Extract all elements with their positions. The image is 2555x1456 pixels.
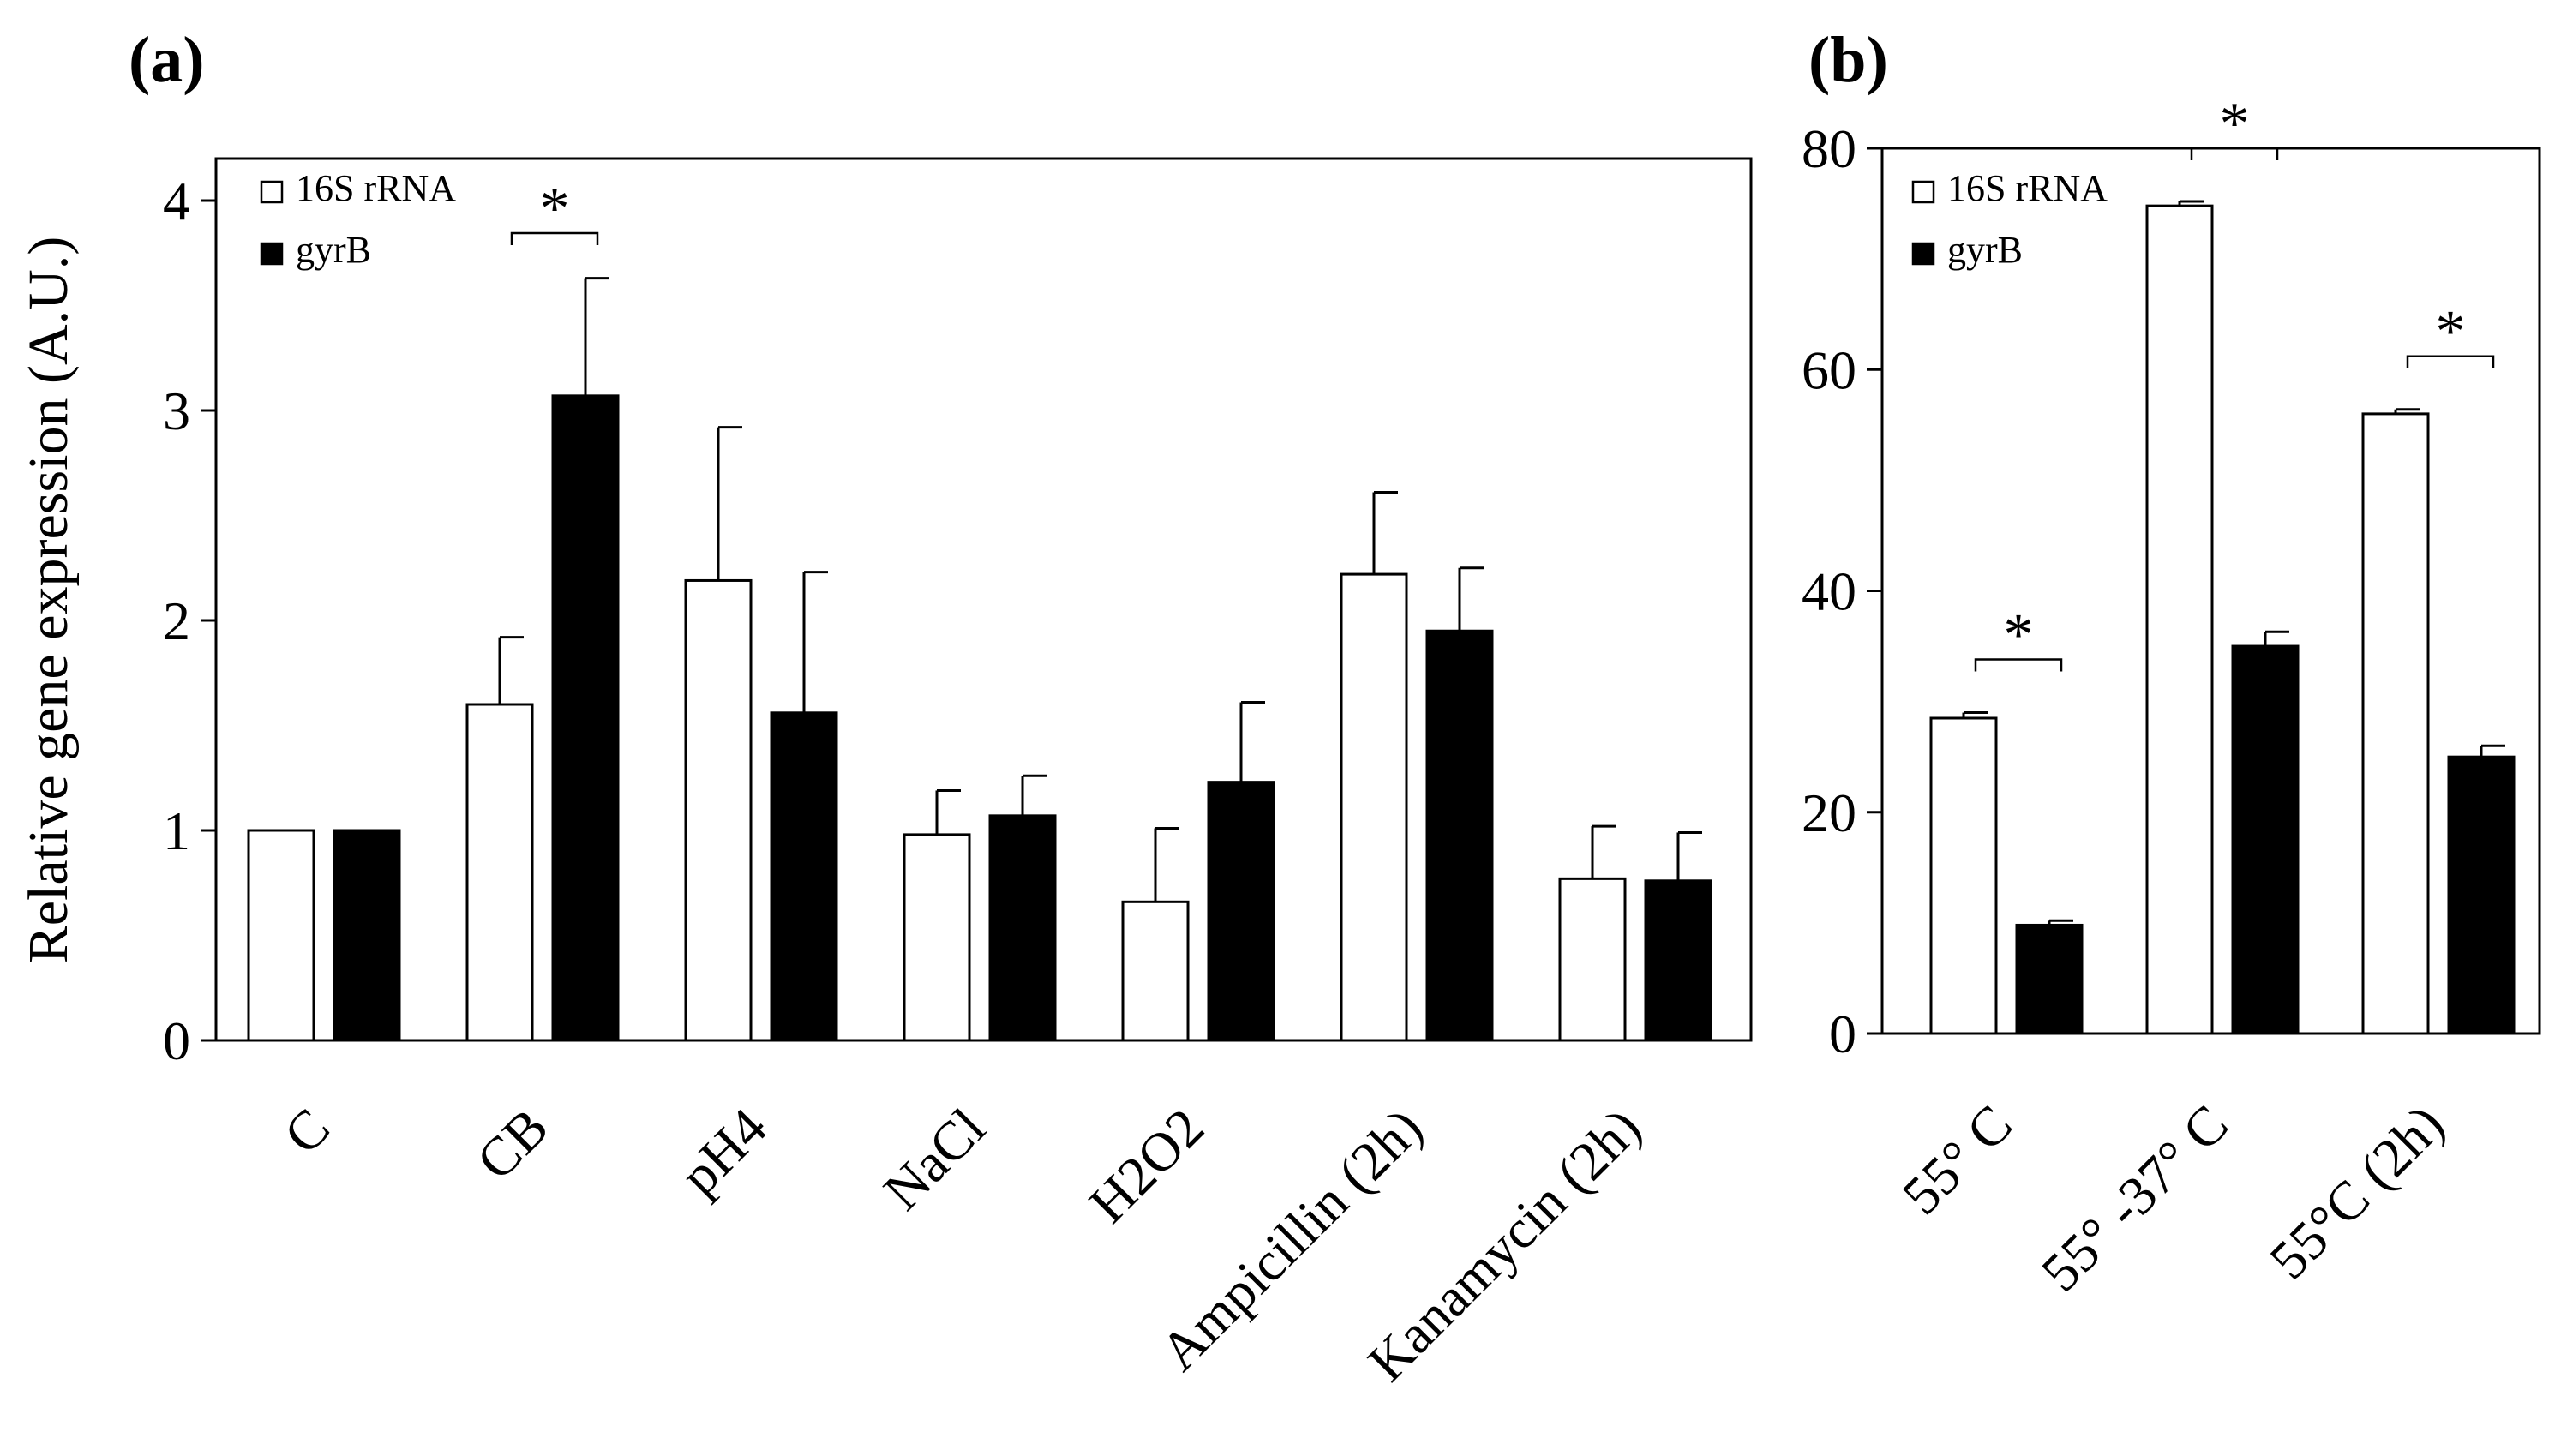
y-tick-label: 60 — [1802, 339, 1856, 400]
bar-16s-rrna — [1121, 900, 1190, 1042]
bar-gyrb — [1207, 781, 1275, 1042]
category-label: CB — [465, 1097, 560, 1192]
y-tick-label: 40 — [1802, 561, 1856, 622]
legend-swatch-gyrb — [1911, 242, 1935, 266]
category-label: C — [273, 1097, 341, 1165]
panel-label: (b) — [1808, 24, 1888, 96]
bar-gyrb — [333, 829, 401, 1042]
bar-16s-rrna — [2361, 412, 2430, 1035]
bar-gyrb — [551, 394, 620, 1042]
significance-bracket — [2406, 355, 2495, 368]
legend-label: gyrB — [296, 229, 371, 271]
chart-panel-b: (b) 0 20 40 60 80 55° C 55° -37° C 55°C (2h) * * * 1… — [1802, 24, 2541, 1303]
significance-bracket — [1974, 658, 2063, 672]
significance-star: * — [2220, 91, 2250, 157]
panel-label: (a) — [129, 24, 205, 96]
significance-bracket — [2190, 147, 2279, 160]
bar-gyrb — [2015, 923, 2084, 1035]
y-tick-label: 4 — [163, 171, 190, 231]
legend-label: gyrB — [1947, 229, 2023, 271]
bar-16s-rrna — [247, 829, 315, 1042]
category-label: NaCl — [872, 1097, 997, 1222]
chart-panel-a: (a) 0 1 2 3 4 Relative gene expression (A.U.) C… — [17, 24, 1753, 1393]
bar-gyrb — [2231, 644, 2300, 1035]
category-label: H2O2 — [1077, 1097, 1215, 1235]
bar-16s-rrna — [903, 833, 971, 1042]
legend-swatch-16s-rrna — [1911, 180, 1935, 204]
bar-16s-rrna — [684, 578, 753, 1042]
y-tick-label: 80 — [1802, 118, 1856, 179]
bar-16s-rrna — [1340, 572, 1408, 1042]
y-tick-label: 1 — [163, 800, 190, 861]
category-label: 55° -37° C — [2030, 1093, 2240, 1303]
bar-gyrb — [2447, 755, 2516, 1035]
category-label: 55° C — [1891, 1093, 2024, 1226]
bar-16s-rrna — [1929, 716, 1998, 1035]
bar-16s-rrna — [2145, 204, 2214, 1035]
category-label: pH4 — [669, 1097, 778, 1207]
legend-label: 16S rRNA — [296, 167, 456, 209]
y-tick-label: 0 — [1829, 1004, 1856, 1064]
bar-gyrb — [1425, 629, 1494, 1042]
significance-star: * — [2436, 299, 2466, 365]
y-tick-label: 0 — [163, 1010, 190, 1071]
significance-bracket — [510, 231, 599, 245]
bar-gyrb — [1644, 879, 1712, 1042]
category-label: 55°C (2h) — [2258, 1093, 2455, 1291]
bar-16s-rrna — [465, 703, 534, 1042]
plot-frame — [214, 157, 1753, 1042]
legend-label: 16S rRNA — [1947, 167, 2108, 209]
y-axis-title: Relative gene expression (A.U.) — [17, 237, 80, 964]
y-tick-label: 20 — [1802, 782, 1856, 843]
significance-star: * — [540, 176, 570, 242]
y-tick-label: 2 — [163, 590, 190, 651]
bar-gyrb — [988, 814, 1057, 1042]
legend-swatch-gyrb — [260, 242, 284, 266]
legend-swatch-16s-rrna — [260, 180, 284, 204]
bar-16s-rrna — [1558, 877, 1627, 1042]
significance-star: * — [2004, 602, 2034, 668]
bar-gyrb — [770, 711, 838, 1042]
y-tick-label: 3 — [163, 380, 190, 441]
